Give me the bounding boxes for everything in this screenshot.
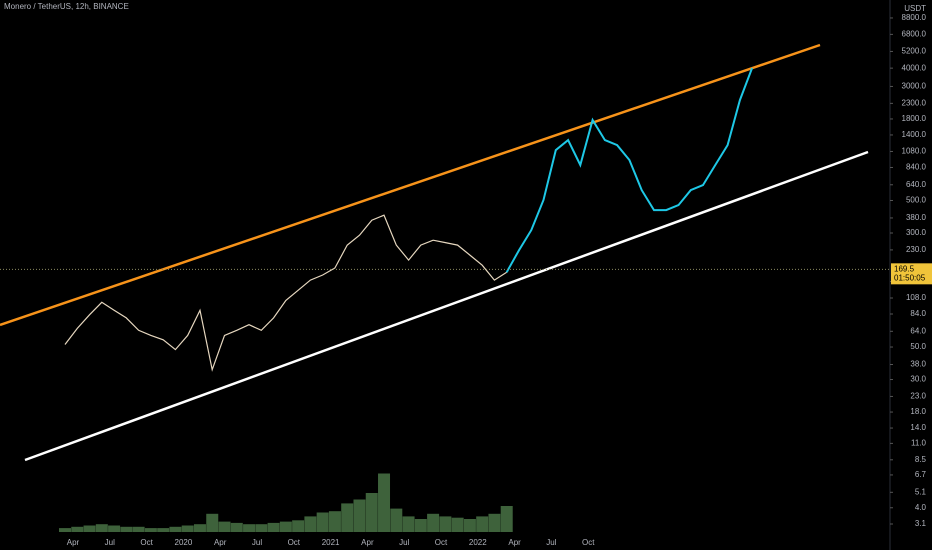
volume-bar [476, 516, 489, 532]
x-tick-label: Apr [508, 538, 521, 547]
volume-bar [132, 526, 145, 532]
volume-bar [488, 513, 501, 532]
volume-bar [71, 526, 84, 532]
volume-bar [206, 513, 219, 532]
volume-bar [255, 524, 268, 532]
x-tick-label: Oct [435, 538, 448, 547]
y-tick-label: 3000.0 [902, 82, 927, 91]
volume-bar [390, 508, 403, 532]
y-tick-label: 11.0 [911, 438, 927, 447]
y-tick-label: 84.0 [910, 309, 926, 318]
volume-bar [402, 516, 415, 532]
volume-bar [218, 521, 231, 532]
price-tag-value: 169.5 [894, 264, 915, 273]
y-tick-label: 8.5 [915, 455, 927, 464]
x-tick-label: Apr [214, 538, 227, 547]
volume-bar [353, 499, 366, 532]
y-tick-label: 4000.0 [902, 63, 927, 72]
volume-bar [451, 517, 464, 532]
volume-bar [193, 524, 206, 532]
y-tick-label: 64.0 [910, 326, 926, 335]
lower-trend-line [24, 150, 869, 462]
y-tick-label: 50.0 [910, 342, 926, 351]
volume-bar [157, 528, 170, 532]
volume-bar [341, 503, 354, 532]
x-tick-label: Jul [252, 538, 262, 547]
volume-bar [427, 513, 440, 532]
x-tick-label: Oct [288, 538, 301, 547]
y-tick-label: 5.1 [915, 487, 927, 496]
x-tick-label: Oct [582, 538, 595, 547]
volume-bar [108, 525, 121, 532]
volume-bar [243, 524, 256, 532]
volume-bar [414, 519, 427, 532]
upper-trend-line [0, 43, 821, 327]
y-tick-label: 2300.0 [902, 98, 927, 107]
volume-bar [181, 525, 194, 532]
price-tag-countdown: 01:50:05 [894, 273, 926, 282]
y-tick-label: 4.0 [915, 503, 927, 512]
volume-bar [378, 473, 391, 532]
y-tick-label: 1400.0 [902, 130, 927, 139]
y-tick-label: 1800.0 [902, 114, 927, 123]
x-tick-label: Jul [105, 538, 115, 547]
y-tick-label: 1080.0 [902, 147, 927, 156]
volume-bar [230, 522, 243, 532]
volume-bar [279, 521, 292, 532]
volume-bar [439, 516, 452, 532]
y-tick-label: 3.1 [915, 519, 927, 528]
volume-bar [463, 519, 476, 532]
x-tick-label: Jul [399, 538, 409, 547]
x-tick-label: Jul [546, 538, 556, 547]
price-tag [891, 263, 932, 285]
volume-bar [304, 516, 317, 532]
y-tick-label: 6.7 [915, 470, 927, 479]
x-tick-label: 2020 [175, 538, 193, 547]
volume-bar [292, 520, 305, 532]
y-tick-label: 840.0 [906, 163, 927, 172]
y-tick-label: 5200.0 [902, 47, 927, 56]
volume-bar [95, 524, 108, 532]
y-tick-label: 23.0 [910, 392, 926, 401]
y-tick-label: 380.0 [906, 213, 927, 222]
volume-bar [83, 525, 96, 532]
y-tick-label: 14.0 [910, 423, 926, 432]
volume-bar [120, 526, 133, 532]
y-tick-label: 38.0 [910, 360, 926, 369]
x-tick-label: 2022 [469, 538, 487, 547]
x-tick-label: 2021 [322, 538, 340, 547]
y-tick-label: 108.0 [906, 293, 927, 302]
y-tick-label: 8800.0 [902, 13, 927, 22]
price-line [505, 67, 754, 273]
y-tick-label: 6800.0 [902, 29, 927, 38]
volume-bar [500, 506, 513, 532]
x-tick-label: Apr [67, 538, 80, 547]
volume-bar [316, 512, 329, 532]
y-tick-label: 500.0 [906, 196, 927, 205]
x-tick-label: Oct [140, 538, 153, 547]
volume-bar [328, 511, 341, 532]
price-line [64, 214, 508, 372]
y-tick-label: 230.0 [906, 245, 927, 254]
x-tick-label: Apr [361, 538, 374, 547]
volume-bar [59, 528, 71, 532]
volume-bar [169, 526, 182, 532]
chart-title: Monero / TetherUS, 12h, BINANCE [4, 2, 129, 11]
y-tick-label: 18.0 [910, 407, 926, 416]
volume-bar [267, 522, 280, 532]
y-tick-label: 300.0 [906, 228, 927, 237]
y-tick-label: 640.0 [906, 180, 927, 189]
y-tick-label: 30.0 [910, 375, 926, 384]
volume-bar [144, 528, 157, 532]
volume-bar [365, 493, 378, 532]
currency: USDT [904, 4, 926, 13]
